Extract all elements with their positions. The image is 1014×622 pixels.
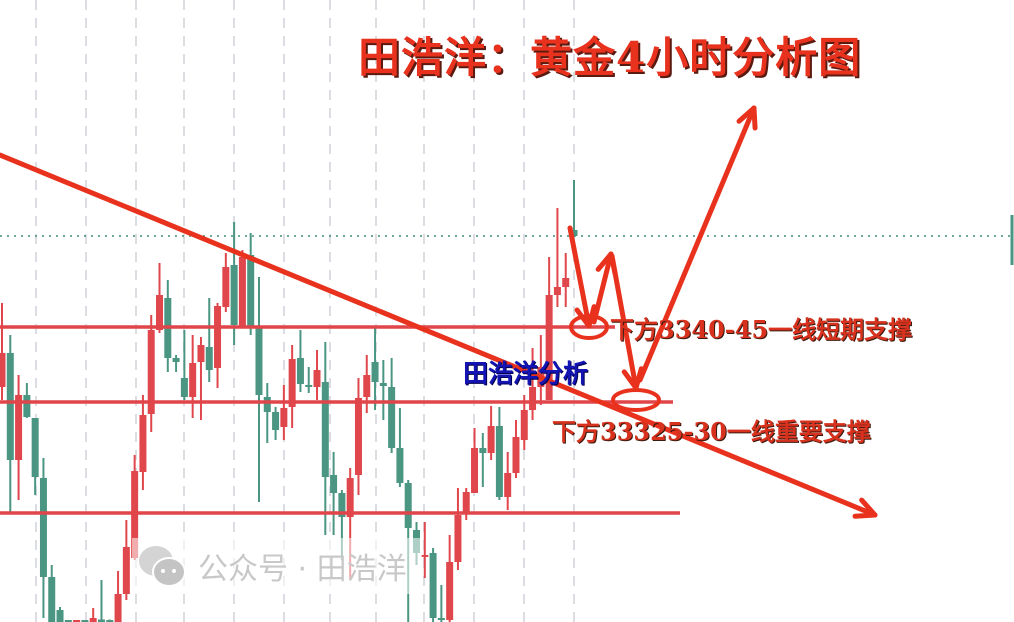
up-arrow	[591, 251, 614, 325]
candle-body	[23, 395, 31, 417]
candle-body	[429, 553, 437, 618]
candle-body	[288, 359, 296, 407]
candle-body	[570, 230, 578, 236]
candle-body	[487, 426, 495, 453]
candle-body	[562, 278, 570, 287]
candle-body	[39, 478, 47, 577]
up-arrow	[637, 105, 757, 383]
candle-body	[222, 267, 230, 307]
candle-body	[272, 412, 280, 430]
candle-body	[280, 408, 288, 427]
candle-body	[479, 448, 487, 453]
candle-body	[379, 383, 387, 386]
wechat-icon	[136, 541, 188, 591]
candle-body	[205, 347, 213, 370]
candle-body	[462, 492, 470, 513]
candle-body	[495, 426, 503, 497]
candle-body	[0, 353, 6, 387]
support-circle	[569, 314, 609, 340]
candle-body	[529, 387, 537, 410]
candle-body	[296, 358, 304, 384]
candle-body	[230, 265, 238, 325]
candle-body	[363, 375, 371, 397]
candle-body	[255, 327, 263, 395]
candle-body	[471, 448, 479, 493]
candle-body	[504, 473, 512, 497]
candle-body	[247, 255, 255, 327]
candle-body	[81, 620, 89, 622]
down-arrow	[567, 225, 592, 329]
candle-body	[147, 330, 155, 414]
candle-body	[114, 594, 122, 622]
candle-body	[330, 475, 338, 493]
candle-body	[396, 448, 404, 483]
candle-body	[421, 555, 429, 557]
candle-body	[156, 295, 164, 330]
candle-body	[545, 295, 553, 400]
candle-body	[89, 618, 97, 622]
candle-body	[122, 547, 130, 594]
candle-body	[48, 577, 56, 622]
short-support-label: 下方3340-45一线短期支撑	[610, 315, 913, 344]
candle-body	[388, 387, 396, 448]
candle-body	[56, 610, 64, 622]
candle-body	[346, 478, 354, 517]
candle-body	[214, 306, 222, 368]
watermark: 公众号 · 田浩洋	[132, 538, 422, 594]
candle-body	[553, 287, 561, 295]
candle-body	[172, 358, 180, 362]
candle-body	[180, 378, 188, 397]
key-support-label: 下方33325-30一线重要支撑	[552, 417, 871, 446]
candle-body	[31, 418, 39, 477]
up-arrow-head	[736, 105, 758, 131]
candle-body	[321, 382, 329, 477]
candle-body	[73, 620, 81, 622]
candle-body	[454, 515, 462, 562]
candle-body	[139, 415, 147, 472]
candle-body	[404, 483, 412, 528]
candle-body	[106, 620, 114, 622]
candle-body	[6, 353, 14, 460]
author-label: 田浩洋分析	[463, 359, 589, 388]
candle-body	[238, 257, 246, 327]
chart-title: 田浩洋：黄金4小时分析图	[358, 33, 862, 82]
candle-body	[313, 370, 321, 387]
candle-body	[64, 620, 72, 622]
candle-body	[263, 397, 271, 412]
trendline-arrow	[0, 152, 878, 518]
support-circle	[611, 388, 661, 412]
candle-body	[15, 395, 23, 460]
candle-body	[97, 619, 105, 622]
down-arrow	[609, 253, 639, 391]
candle-body	[338, 493, 346, 517]
candle-body	[354, 398, 362, 475]
watermark-text: 公众号 · 田浩洋	[198, 552, 407, 587]
candle-body	[189, 363, 197, 397]
candle-body	[305, 385, 313, 387]
candle-body	[520, 410, 528, 440]
candle-body	[371, 362, 379, 382]
candle-body	[197, 345, 205, 362]
candle-body	[446, 562, 454, 620]
candle-body	[512, 437, 520, 473]
candle-body	[437, 618, 445, 620]
trendline-arrow-head	[852, 497, 878, 519]
